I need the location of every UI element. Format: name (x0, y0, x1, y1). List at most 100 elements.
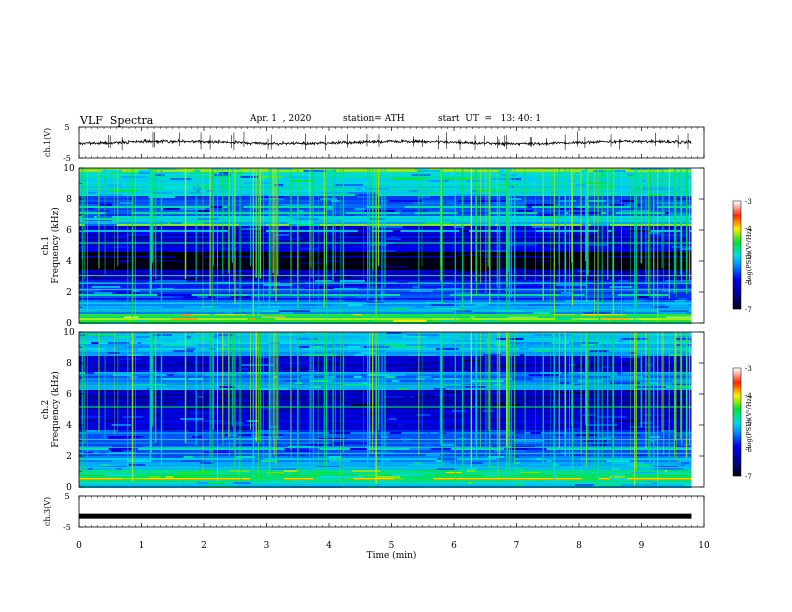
ch2-spectrogram-colorbar-step (733, 416, 741, 418)
ch2-spectrogram-burst (255, 332, 257, 442)
ch2-spectrogram-speckle (521, 472, 541, 474)
ch2-spectrogram-speckle (592, 444, 607, 446)
xtick-label-2: 2 (201, 541, 207, 551)
ch1-spectrogram-speckle (103, 310, 121, 312)
ch2-spectrogram-speckle (111, 424, 132, 426)
ch2-spectrogram-speckle (207, 352, 230, 354)
ch1-spectrogram-ytick-8: 8 (66, 195, 72, 205)
ch1-spectrogram-speckle (409, 290, 433, 292)
ch2-spectrogram-speckle (628, 408, 636, 410)
ch2-spectrogram-speckle (359, 474, 380, 476)
ch2-spectrogram-row (79, 464, 692, 466)
ch1-spectrogram-speckle (133, 266, 143, 268)
ch2-spectrogram-colorbar-step (733, 369, 741, 371)
ch2-spectrogram-burst (441, 332, 443, 468)
ch2-spectrogram-speckle (499, 364, 526, 366)
ch1-spectrogram-colorbar-step (733, 249, 741, 251)
ch1-spectrogram-speckle (279, 236, 309, 238)
ch2-spectrogram-speckle (235, 424, 257, 426)
ch2-spectrogram-burst (98, 332, 100, 433)
ch2-spectrogram-burst (131, 332, 134, 482)
ch1-spectrogram-colorbar-step (733, 208, 741, 210)
ch1-spectrogram-speckle (580, 170, 588, 172)
ch1-spectrogram-colorbar-step (733, 302, 741, 304)
ch1-spectrogram-speckle (662, 238, 679, 240)
ch2-spectrogram-speckle (91, 458, 118, 460)
ch2-spectrogram-speckle (335, 398, 364, 400)
ch2-spectrogram-speckle (627, 456, 659, 458)
ch1-spectrogram-speckle (609, 286, 633, 288)
ch2-spectrogram-speckle (386, 396, 415, 398)
ch2-spectrogram-speckle (81, 420, 96, 422)
ch2-spectrogram-speckle (405, 440, 411, 442)
ch2-spectrogram-speckle (87, 364, 100, 366)
ch1-spectrogram-speckle (462, 240, 488, 242)
ch2-spectrogram-speckle (329, 460, 351, 462)
ch2-spectrogram-speckle (546, 460, 552, 462)
ch1-spectrogram-speckle (179, 208, 206, 210)
ch2-spectrogram-speckle (394, 478, 404, 480)
ch1-spectrogram-burst (497, 168, 499, 315)
ch2-spectrogram-speckle (150, 392, 160, 394)
ch1-spectrogram-speckle (358, 236, 365, 238)
ch1-spectrogram-burst (84, 168, 86, 280)
ch2-spectrogram-burst (649, 332, 651, 463)
ch1-spectrogram-speckle (480, 320, 498, 322)
ch1-spectrogram-burst (87, 168, 88, 311)
ch1-spectrogram-burst (378, 168, 380, 267)
ch1-spectrogram-speckle (582, 224, 588, 226)
ch2-spectrogram-speckle (626, 484, 659, 486)
ch1-spectrogram-speckle (136, 278, 161, 280)
ch2-spectrogram-speckle (385, 344, 406, 346)
ch2-spectrogram-burst (309, 332, 311, 467)
ch1-spectrogram-speckle (372, 268, 401, 270)
ch2-spectrogram-speckle (674, 434, 692, 436)
ch2-spectrogram-colorbar-step (733, 396, 741, 398)
ch2-spectrogram-burst (317, 332, 319, 479)
ch2-spectrogram-speckle (193, 382, 201, 384)
header-title: VLF Spectra (80, 114, 154, 127)
ch2-spectrogram-speckle (518, 458, 545, 460)
ch1-spectrogram-speckle (109, 172, 140, 174)
ch2-spectrogram-speckle (415, 470, 449, 472)
xtick-label-4: 4 (326, 541, 332, 551)
ch2-spectrogram-burst (87, 332, 88, 475)
ch1-spectrogram-burst (309, 168, 311, 303)
ch1-spectrogram-colorbar-step (733, 205, 741, 207)
ch1-spectrogram-speckle (589, 192, 618, 194)
ch1-spectrogram-speckle (167, 222, 174, 224)
ch2-spectrogram-colorbar-step (733, 401, 741, 403)
ch2-spectrogram-burst (510, 332, 512, 462)
ch2-spectrogram-speckle (354, 354, 365, 356)
ch2-spectrogram-speckle (253, 436, 283, 438)
ch2-spectrogram-speckle (513, 432, 525, 434)
ch2-spectrogram-speckle (515, 462, 521, 464)
ch2-spectrogram-speckle (593, 484, 622, 486)
ch2-spectrogram-speckle (286, 450, 312, 452)
ch2-spectrogram-speckle (410, 442, 429, 444)
ch1-spectrogram-burst (418, 168, 420, 292)
ch1-spectrogram-speckle (263, 210, 280, 212)
ch1-spectrogram-speckle (99, 204, 113, 206)
ch2-spectrogram-speckle (150, 390, 165, 392)
ch2-spectrogram-burst (674, 332, 676, 441)
ch1-spectrogram-burst (272, 168, 274, 274)
ch2-spectrogram-ylabel-line: Frequency (kHz) (50, 371, 61, 448)
ch1-spectrogram-colorbar-tick--4: -4 (745, 225, 752, 233)
ch2-spectrogram-speckle (299, 372, 329, 374)
ch1-spectrogram-burst (257, 168, 259, 315)
ch1-spectrogram-speckle (159, 172, 182, 174)
ch2-spectrogram-colorbar-step (733, 399, 741, 401)
ch1-spectrogram-burst (476, 168, 477, 295)
ch1-spectrogram-speckle (459, 298, 493, 300)
ch2-spectrogram-burst (117, 332, 119, 430)
ch1-spectrogram-burst (234, 168, 236, 305)
ch1-spectrogram-speckle (635, 298, 646, 300)
ch1-spectrogram-burst (630, 168, 631, 291)
ch2-spectrogram-speckle (679, 464, 685, 466)
ch1-spectrogram-speckle (332, 276, 351, 278)
ch1-spectrogram-speckle (516, 190, 545, 192)
ch2-spectrogram-speckle (105, 402, 135, 404)
ch2-spectrogram-burst (454, 332, 456, 486)
ch2-spectrogram-speckle (385, 484, 413, 486)
